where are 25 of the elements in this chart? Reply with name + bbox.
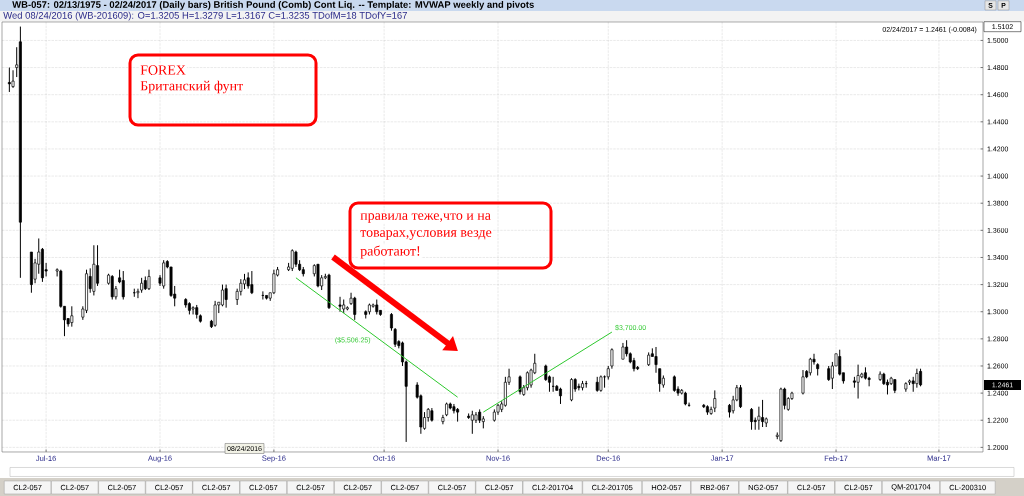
candlestick	[801, 369, 805, 395]
candlestick	[191, 305, 195, 315]
candlestick	[739, 384, 742, 409]
annotation: FOREX	[140, 65, 186, 75]
candlestick	[224, 284, 228, 309]
candlestick	[713, 389, 717, 413]
candlestick	[577, 383, 581, 391]
annotation: Британский фунт	[140, 80, 243, 94]
candlestick	[70, 305, 74, 328]
candlestick	[338, 296, 342, 313]
candlestick	[750, 407, 753, 431]
chart-subtitle: Wed 08/24/2016 (WB-201609): O=1.3205 H=1.3279 L=1.3167 C=1.3235 TDofM=18 TDofY=167	[3, 11, 407, 21]
candlestick	[915, 368, 919, 389]
annotation: правила теже,что и на	[360, 213, 491, 223]
annotation: товарах,условия везде	[360, 230, 492, 240]
annotation: работают!	[360, 245, 420, 259]
candlestick	[353, 296, 357, 321]
chart-title: WB-057: 02/13/1975 - 02/24/2017 (Daily bars) British Pound (Comb) Cont Liq. -- Template: MVWAP weekly and pivots	[12, 0, 534, 10]
candlestick	[250, 270, 254, 295]
candlestick	[147, 269, 151, 291]
candlestick	[7, 67, 11, 93]
candlestick	[856, 364, 860, 400]
candlestick	[272, 269, 276, 295]
candlestick	[11, 69, 15, 89]
candlestick	[213, 300, 217, 328]
